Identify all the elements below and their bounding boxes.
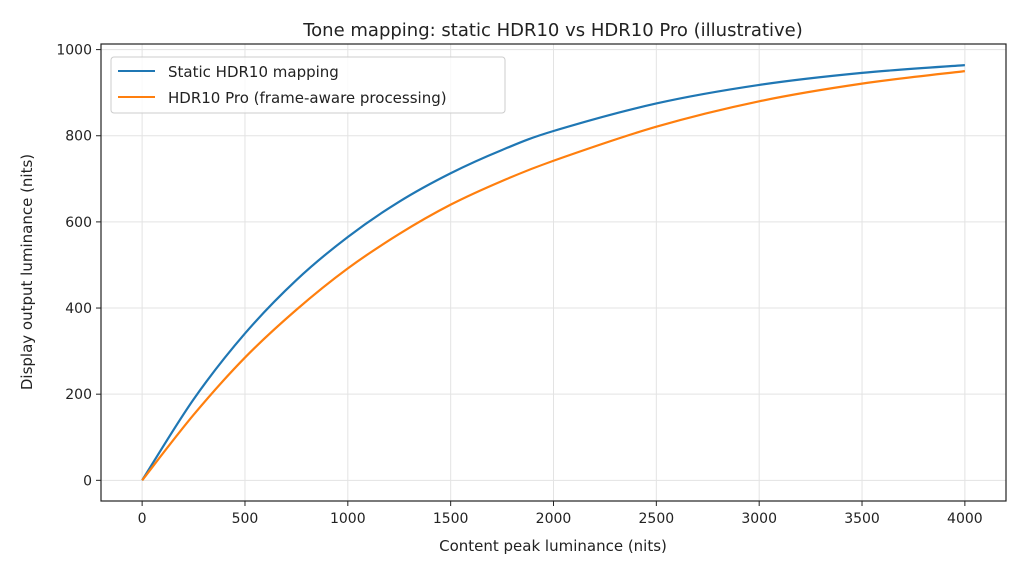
x-tick-label: 500 xyxy=(232,511,259,527)
series-lines xyxy=(141,64,965,482)
x-tick-label: 2000 xyxy=(536,511,572,527)
chart-title: Tone mapping: static HDR10 vs HDR10 Pro … xyxy=(302,20,803,41)
grid xyxy=(101,44,1006,501)
x-tick-label: 0 xyxy=(138,511,147,527)
x-tick-label: 1000 xyxy=(330,511,366,527)
x-tick-label: 1500 xyxy=(433,511,469,527)
y-tick-label: 800 xyxy=(65,129,92,145)
series-line-1 xyxy=(141,70,965,482)
legend: Static HDR10 mapping HDR10 Pro (frame-aw… xyxy=(110,56,506,114)
y-tick-label: 600 xyxy=(65,215,92,231)
x-tick-label: 2500 xyxy=(639,511,675,527)
legend-box xyxy=(110,56,506,114)
y-tick-label: 200 xyxy=(65,387,92,403)
y-axis-label: Display output luminance (nits) xyxy=(18,154,36,390)
legend-label-static: Static HDR10 mapping xyxy=(168,63,339,81)
y-tick-label: 1000 xyxy=(56,43,92,59)
x-axis-label: Content peak luminance (nits) xyxy=(439,537,667,555)
x-tick-label: 3000 xyxy=(741,511,777,527)
x-tick-label: 4000 xyxy=(947,511,983,527)
x-tick-label: 3500 xyxy=(844,511,880,527)
series-line-0 xyxy=(141,64,965,481)
ticks: 0 500 1000 1500 2000 2500 3000 3500 4000 0 200 400 6… xyxy=(56,43,982,527)
legend-label-pro: HDR10 Pro (frame-aware processing) xyxy=(168,89,447,107)
y-tick-label: 0 xyxy=(83,473,92,489)
y-tick-label: 400 xyxy=(65,301,92,317)
